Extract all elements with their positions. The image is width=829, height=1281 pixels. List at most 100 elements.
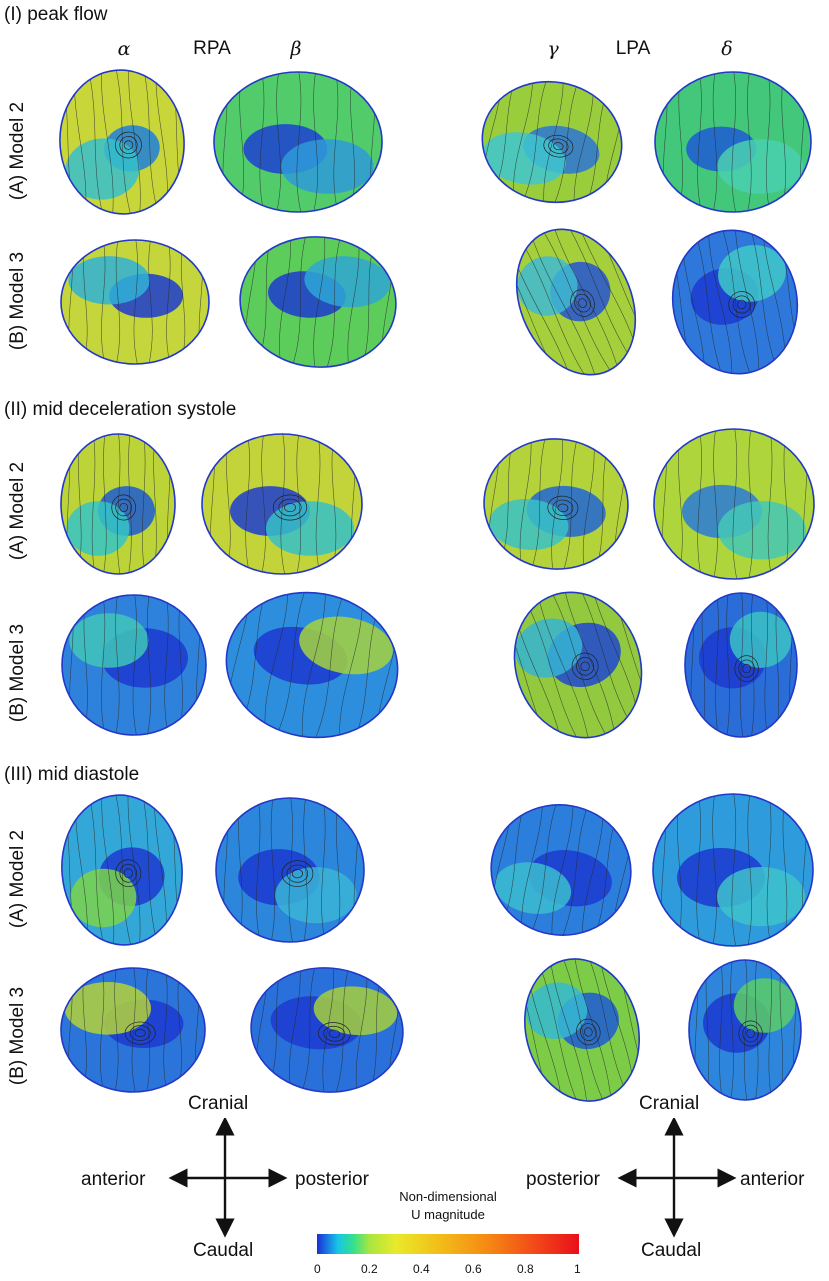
vortex-ring bbox=[547, 495, 579, 520]
vortex-ring bbox=[272, 494, 308, 521]
streamline bbox=[133, 240, 139, 364]
streamline bbox=[101, 595, 107, 735]
vortex-ring bbox=[574, 293, 591, 313]
vortex-ring bbox=[115, 131, 142, 159]
column-header-beta: β bbox=[290, 38, 302, 60]
colorbar-tick-0-8: 0.8 bbox=[517, 1262, 534, 1276]
panel-outline bbox=[201, 433, 363, 575]
left-axis-cranial-label: Cranial bbox=[188, 1093, 249, 1114]
flow-panel-s2-b3-delta bbox=[684, 592, 798, 738]
column-header-rpa: RPA bbox=[193, 38, 231, 59]
streamline bbox=[128, 64, 141, 218]
vortex-ring bbox=[123, 140, 134, 150]
panel-outline bbox=[481, 80, 623, 204]
streamline bbox=[715, 593, 720, 737]
streamline bbox=[543, 77, 564, 207]
streamline bbox=[302, 798, 308, 942]
colorbar bbox=[317, 1234, 579, 1254]
flow-panel-s3-b3-alpha bbox=[60, 967, 206, 1093]
streamline bbox=[259, 72, 266, 212]
flow-panel-s2-b3-alpha bbox=[61, 594, 207, 736]
streamline bbox=[312, 592, 345, 744]
velocity-patch bbox=[717, 139, 804, 194]
panel-outline bbox=[654, 71, 812, 213]
streamline bbox=[301, 589, 326, 742]
column-header-alpha: α bbox=[117, 38, 131, 60]
vortex-ring bbox=[742, 663, 751, 674]
streamline bbox=[101, 66, 114, 220]
streamline bbox=[163, 968, 169, 1092]
vortex-ring bbox=[119, 502, 129, 513]
left-axis-posterior-label: posterior bbox=[295, 1169, 369, 1190]
streamline bbox=[295, 434, 301, 574]
flow-panel-s3-a2-alpha bbox=[61, 790, 185, 950]
streamline bbox=[560, 803, 589, 942]
vortex-ring bbox=[578, 298, 587, 308]
streamline bbox=[739, 593, 744, 737]
velocity-patch bbox=[266, 501, 354, 556]
streamline bbox=[746, 794, 752, 946]
flow-panel-s2-a2-beta bbox=[201, 433, 363, 575]
right-axis-anterior-label: anterior bbox=[740, 1169, 805, 1190]
streamline bbox=[750, 593, 755, 737]
streamline bbox=[312, 72, 318, 212]
velocity-patch bbox=[299, 616, 393, 675]
vortex-ring bbox=[111, 494, 137, 521]
velocity-patch bbox=[517, 256, 578, 316]
velocity-patch bbox=[718, 501, 806, 560]
vortex-ring bbox=[571, 652, 599, 680]
flow-panel-s2-a2-alpha bbox=[60, 433, 176, 575]
streamline bbox=[145, 968, 151, 1092]
streamline bbox=[322, 963, 334, 1098]
vortex-ring bbox=[728, 291, 756, 318]
streamline bbox=[541, 228, 613, 375]
velocity-patch bbox=[482, 132, 566, 185]
streamline bbox=[767, 429, 774, 579]
vortex-ring bbox=[318, 1022, 351, 1046]
vortex-ring bbox=[738, 659, 755, 678]
flow-panel-s1-b3-delta bbox=[667, 220, 806, 384]
panel-outline bbox=[215, 797, 365, 943]
streamline bbox=[142, 434, 147, 574]
streamline bbox=[355, 966, 368, 1099]
vortex-ring bbox=[746, 1028, 755, 1039]
streamline bbox=[100, 968, 106, 1092]
velocity-patch bbox=[733, 978, 796, 1033]
streamline bbox=[585, 949, 629, 1098]
streamline bbox=[290, 230, 308, 371]
streamline bbox=[275, 72, 281, 212]
streamline bbox=[146, 595, 152, 735]
streamline bbox=[696, 794, 702, 946]
panel-outline bbox=[653, 428, 815, 580]
panel-outline bbox=[490, 804, 632, 936]
flow-panel-s3-b3-delta bbox=[688, 959, 802, 1101]
section-title-peak-flow: (I) peak flow bbox=[4, 4, 108, 25]
panel-outline bbox=[61, 594, 207, 736]
colorbar-tick-0-6: 0.6 bbox=[465, 1262, 482, 1276]
panel-outline bbox=[652, 793, 814, 947]
streamline bbox=[127, 434, 132, 574]
streamline bbox=[561, 955, 605, 1104]
vortex-ring bbox=[123, 868, 133, 879]
streamline bbox=[289, 961, 301, 1095]
vortex-ring bbox=[552, 499, 574, 517]
vortex-ring bbox=[286, 864, 309, 883]
vortex-ring bbox=[278, 498, 302, 517]
section-title-mid-diastole: (III) mid diastole bbox=[4, 764, 140, 785]
vortex-ring bbox=[134, 1029, 146, 1038]
streamline bbox=[519, 432, 532, 572]
streamline bbox=[743, 960, 748, 1100]
streamline bbox=[300, 961, 317, 1096]
vortex-ring bbox=[734, 655, 759, 682]
vortex-ring bbox=[328, 1029, 340, 1038]
streamline bbox=[754, 960, 759, 1100]
streamline bbox=[324, 233, 342, 374]
panel-outline bbox=[213, 71, 383, 213]
streamline bbox=[561, 435, 579, 575]
streamline bbox=[113, 968, 119, 1092]
vortex-ring bbox=[323, 1025, 346, 1042]
streamline bbox=[333, 72, 340, 212]
streamline bbox=[102, 434, 107, 574]
left-axis-anterior-label: anterior bbox=[81, 1169, 146, 1190]
